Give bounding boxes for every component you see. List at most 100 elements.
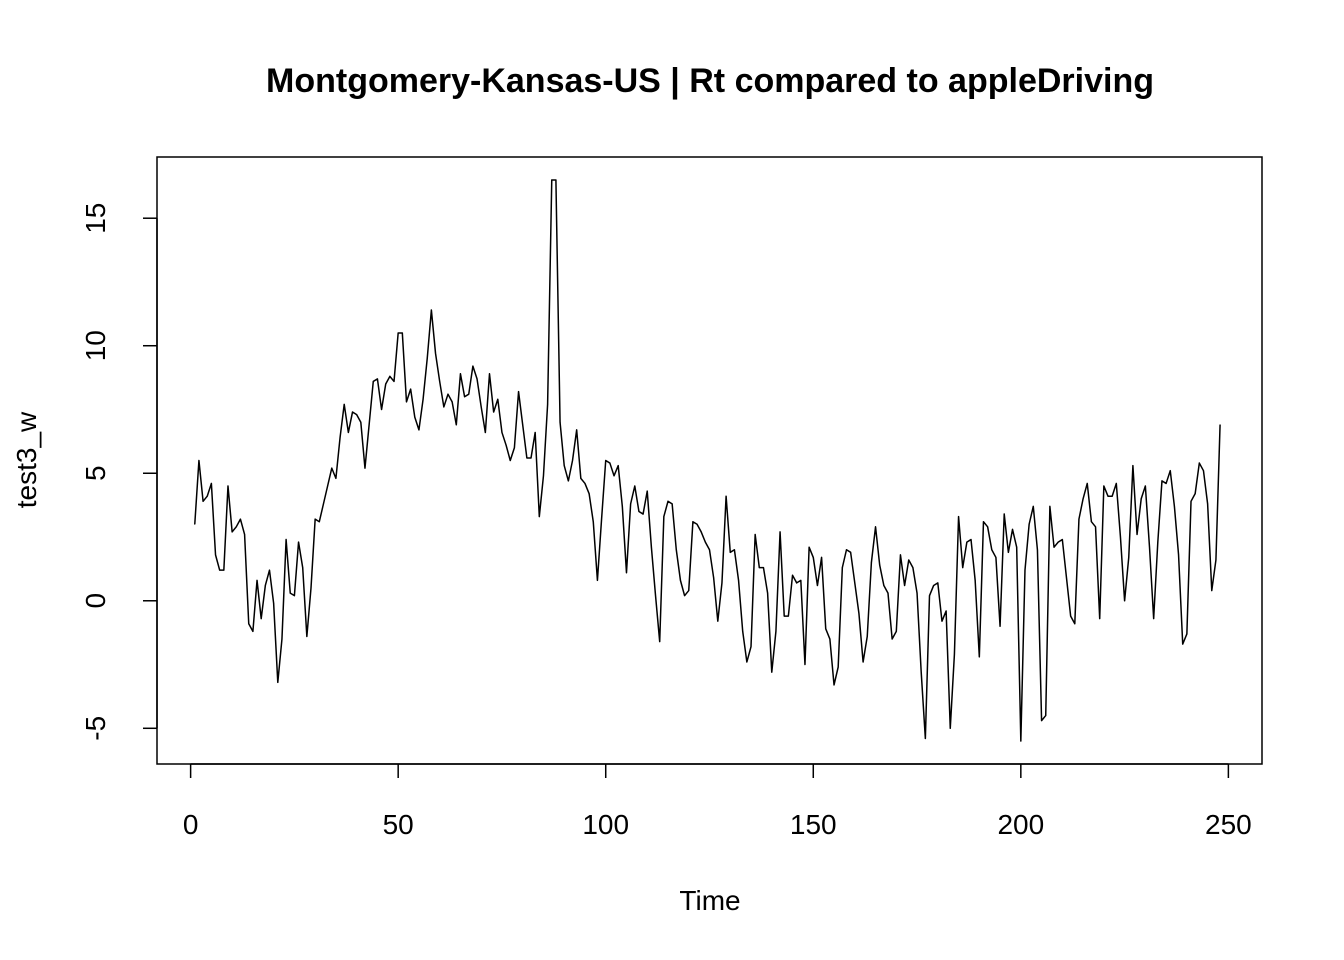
data-point [306,635,308,637]
data-point [1032,505,1034,507]
data-point [1119,536,1121,538]
data-point [1074,623,1076,625]
data-point [908,559,910,561]
data-point [372,380,374,382]
data-point [472,365,474,367]
data-point [1007,551,1009,553]
plot-area-frame [156,156,1263,765]
data-point [601,518,603,520]
data-point [381,408,383,410]
data-point [435,352,437,354]
data-point [1132,465,1134,467]
data-point [684,595,686,597]
data-point [1169,470,1171,472]
data-point [422,398,424,400]
data-point [982,521,984,523]
data-point [376,378,378,380]
data-point [1182,643,1184,645]
data-point [945,610,947,612]
data-point [1057,541,1059,543]
y-tick-label: 15 [80,203,111,234]
data-point [389,375,391,377]
data-point [679,579,681,581]
data-point [825,628,827,630]
data-point [895,630,897,632]
data-point [667,500,669,502]
data-point [1003,513,1005,515]
data-point [709,549,710,551]
data-point [875,526,877,528]
data-point [845,549,847,551]
data-point [829,638,831,640]
data-point [642,513,644,515]
y-tick-label: 0 [80,593,111,609]
x-tick-label: 50 [383,809,414,840]
data-point [1161,480,1163,482]
data-point [563,465,565,467]
y-axis: -5 0 5 10 15 [80,203,158,741]
data-point [518,391,520,393]
data-point [509,460,511,461]
data-point [343,403,345,405]
data-point [816,584,818,586]
data-point [202,500,204,502]
data-point [650,546,652,548]
data-point [360,421,362,423]
data-point [738,579,740,581]
data-point [767,592,769,594]
data-point [746,661,748,663]
data-point [1020,740,1022,742]
data-point [572,460,574,461]
data-point [887,592,889,594]
data-point [821,556,823,558]
y-tick-label: 5 [80,465,111,481]
data-point [559,421,561,423]
data-point [468,393,470,395]
data-point [264,584,266,586]
data-point [322,503,324,505]
data-point [1140,498,1142,500]
data-point [555,179,557,181]
data-point [1190,500,1192,502]
data-point [754,533,756,535]
data-point [480,406,482,408]
data-point [368,424,370,426]
data-point [497,398,499,400]
data-point [771,671,773,673]
data-point [1012,528,1014,530]
data-point [953,653,955,655]
data-point [949,727,951,729]
data-point [638,511,640,513]
data-point [978,656,980,658]
data-point [1099,618,1101,620]
data-point [476,378,478,380]
data-point [742,630,744,632]
data-point [841,567,843,569]
x-axis-label: Time [679,885,740,916]
data-point [210,482,212,484]
data-point [1061,539,1063,541]
data-point [1144,485,1146,487]
data-point [879,564,881,566]
data-point [804,664,806,666]
data-point [966,541,968,543]
data-point [252,630,254,632]
data-point [1207,503,1209,505]
data-point [588,493,590,495]
data-point [1028,523,1030,525]
data-point [447,393,449,395]
data-point [484,431,486,433]
data-point [352,411,354,413]
data-point [854,582,856,584]
data-point [729,551,731,553]
data-point [609,462,611,464]
data-point [455,424,457,426]
data-point [1045,715,1047,717]
data-point [750,646,752,648]
data-point [904,584,906,586]
data-point [256,579,258,581]
data-point [1103,485,1105,487]
data-point [547,403,549,405]
data-point [277,681,279,683]
data-point [576,429,578,431]
